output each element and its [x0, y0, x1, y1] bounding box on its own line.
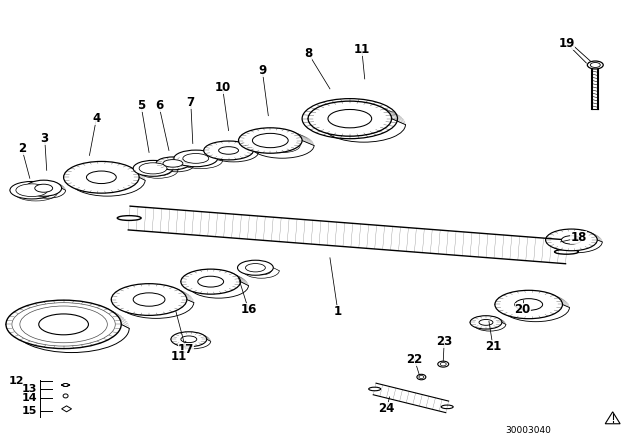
Text: 12: 12 — [9, 376, 25, 386]
Text: 10: 10 — [214, 82, 231, 95]
Ellipse shape — [35, 184, 52, 192]
Ellipse shape — [252, 134, 288, 148]
Ellipse shape — [156, 157, 190, 170]
Ellipse shape — [111, 284, 187, 315]
Ellipse shape — [10, 181, 54, 199]
Text: 22: 22 — [406, 353, 422, 366]
Text: 18: 18 — [570, 232, 587, 245]
Ellipse shape — [117, 215, 141, 220]
Ellipse shape — [133, 293, 165, 306]
Ellipse shape — [328, 109, 372, 128]
Text: 30003040: 30003040 — [506, 426, 552, 435]
Text: 2: 2 — [18, 142, 26, 155]
Ellipse shape — [183, 154, 209, 164]
Ellipse shape — [237, 260, 273, 275]
Text: 4: 4 — [92, 112, 100, 125]
Text: 23: 23 — [436, 335, 452, 348]
Ellipse shape — [554, 250, 579, 254]
Ellipse shape — [246, 263, 266, 272]
Ellipse shape — [561, 236, 581, 244]
Text: 19: 19 — [558, 37, 575, 50]
Ellipse shape — [470, 316, 502, 329]
Ellipse shape — [16, 184, 48, 197]
Ellipse shape — [515, 299, 543, 310]
Ellipse shape — [133, 160, 173, 177]
Ellipse shape — [239, 128, 302, 153]
Ellipse shape — [181, 336, 196, 343]
Ellipse shape — [6, 300, 121, 349]
Ellipse shape — [441, 405, 453, 409]
Ellipse shape — [417, 375, 426, 380]
Ellipse shape — [545, 229, 597, 251]
Ellipse shape — [86, 171, 116, 184]
Ellipse shape — [438, 361, 449, 367]
Ellipse shape — [204, 141, 253, 160]
Text: 9: 9 — [258, 65, 266, 78]
Text: 3: 3 — [41, 132, 49, 145]
Text: 1: 1 — [334, 305, 342, 318]
Text: 8: 8 — [304, 47, 312, 60]
Text: 5: 5 — [137, 99, 145, 112]
Text: 24: 24 — [378, 402, 395, 415]
Ellipse shape — [174, 150, 218, 167]
Text: 13: 13 — [22, 384, 38, 394]
Text: 14: 14 — [22, 393, 38, 403]
Text: 17: 17 — [178, 343, 194, 356]
Text: 16: 16 — [240, 303, 257, 316]
Text: 15: 15 — [22, 406, 38, 416]
Ellipse shape — [588, 61, 604, 69]
Ellipse shape — [39, 314, 88, 335]
Ellipse shape — [139, 163, 167, 174]
Ellipse shape — [26, 180, 61, 196]
Ellipse shape — [198, 276, 223, 287]
Ellipse shape — [163, 159, 183, 167]
Text: 21: 21 — [484, 340, 501, 353]
Ellipse shape — [171, 332, 207, 347]
Ellipse shape — [63, 161, 139, 193]
Text: 7: 7 — [187, 96, 195, 109]
Text: 11: 11 — [354, 43, 370, 56]
Text: 11: 11 — [171, 350, 187, 363]
Ellipse shape — [308, 101, 392, 136]
Ellipse shape — [219, 146, 239, 154]
Ellipse shape — [181, 269, 241, 294]
Ellipse shape — [495, 290, 563, 319]
Ellipse shape — [369, 387, 381, 391]
Ellipse shape — [479, 319, 493, 325]
Text: 20: 20 — [515, 303, 531, 316]
Text: 6: 6 — [155, 99, 163, 112]
